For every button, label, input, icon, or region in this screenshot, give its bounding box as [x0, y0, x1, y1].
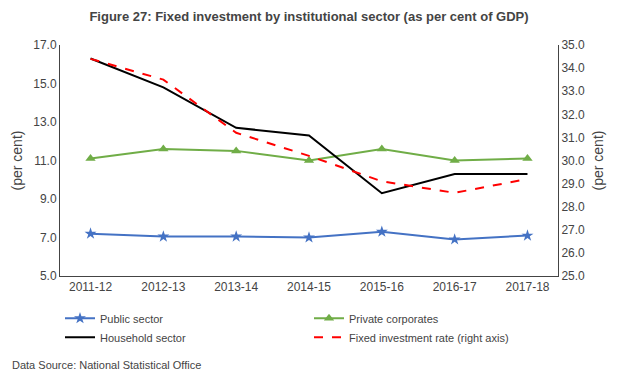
svg-text:5.0: 5.0: [40, 269, 57, 283]
svg-text:25.0: 25.0: [561, 269, 585, 283]
svg-text:11.0: 11.0: [34, 154, 57, 168]
svg-text:2015-16: 2015-16: [360, 280, 404, 294]
svg-text:17.0: 17.0: [33, 38, 57, 52]
svg-text:2016-17: 2016-17: [433, 280, 477, 294]
svg-text:2017-18: 2017-18: [505, 280, 549, 294]
svg-text:15.0: 15.0: [33, 77, 57, 91]
svg-text:31.0: 31.0: [561, 131, 585, 145]
svg-text:28.0: 28.0: [561, 200, 585, 214]
svg-text:29.0: 29.0: [561, 177, 585, 191]
svg-text:2012-13: 2012-13: [141, 280, 185, 294]
svg-text:30.0: 30.0: [561, 154, 585, 168]
svg-text:(per cent): (per cent): [590, 131, 606, 191]
svg-text:35.0: 35.0: [561, 38, 585, 52]
svg-text:Figure 27: Fixed investment by: Figure 27: Fixed investment by instituti…: [89, 9, 528, 24]
svg-text:13.0: 13.0: [33, 115, 57, 129]
svg-text:Fixed investment rate (right a: Fixed investment rate (right axis): [349, 332, 509, 344]
svg-text:26.0: 26.0: [561, 246, 585, 260]
svg-text:Public sector: Public sector: [100, 313, 163, 325]
svg-text:7.0: 7.0: [40, 231, 57, 245]
svg-text:(per cent): (per cent): [9, 131, 25, 191]
svg-text:Private corporates: Private corporates: [349, 313, 439, 325]
svg-text:2014-15: 2014-15: [287, 280, 331, 294]
svg-text:9.0: 9.0: [40, 192, 57, 206]
svg-text:Household sector: Household sector: [100, 332, 186, 344]
svg-text:34.0: 34.0: [561, 61, 585, 75]
svg-text:27.0: 27.0: [561, 223, 585, 237]
svg-text:2011-12: 2011-12: [69, 280, 112, 294]
svg-text:33.0: 33.0: [561, 84, 585, 98]
svg-text:Data Source: National Statisti: Data Source: National Statistical Office: [12, 359, 201, 371]
svg-text:32.0: 32.0: [561, 108, 585, 122]
svg-text:2013-14: 2013-14: [214, 280, 258, 294]
